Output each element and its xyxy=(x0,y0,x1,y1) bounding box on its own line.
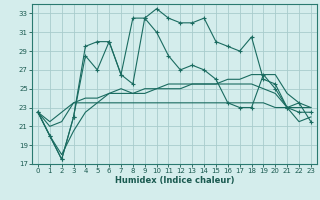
X-axis label: Humidex (Indice chaleur): Humidex (Indice chaleur) xyxy=(115,176,234,185)
